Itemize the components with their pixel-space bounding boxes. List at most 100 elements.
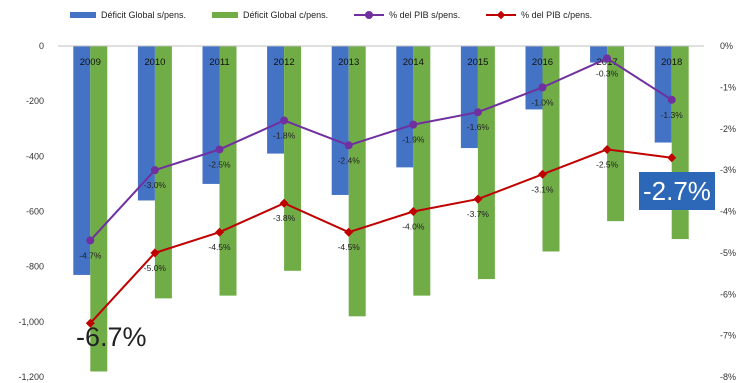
y2-tick-label: -4% — [720, 207, 736, 217]
data-label: -0.3% — [596, 68, 619, 78]
marker-pib-c-pens — [408, 207, 418, 216]
y2-tick-label: -1% — [720, 82, 736, 92]
y2-tick-label: -7% — [720, 331, 736, 341]
bar-deficit-c-pens — [413, 46, 431, 296]
bar-deficit-c-pens — [671, 46, 689, 240]
bar-deficit-s-pens — [525, 46, 543, 110]
data-label: -1.3% — [661, 110, 684, 120]
marker-pib-s-pens — [344, 141, 353, 150]
data-label: -1.0% — [531, 97, 554, 107]
y-tick-label: -200 — [26, 96, 44, 106]
y2-tick-label: -2% — [720, 124, 736, 134]
callout-last-value: -2.7% — [639, 172, 715, 210]
chart-legend: Déficit Global s/pens. Déficit Global c/… — [70, 10, 592, 20]
legend-item-line-s-pens: % del PIB s/pens. — [354, 10, 460, 20]
bar-deficit-s-pens — [137, 46, 155, 201]
y-tick-label: -1,000 — [18, 317, 44, 327]
marker-pib-s-pens — [215, 145, 224, 154]
marker-pib-s-pens — [473, 108, 482, 117]
legend-item-line-c-pens: % del PIB c/pens. — [486, 10, 592, 20]
data-label: -3.1% — [531, 184, 554, 194]
bar-deficit-s-pens — [331, 46, 349, 195]
data-label: -3.0% — [144, 180, 167, 190]
marker-pib-s-pens — [280, 116, 289, 125]
legend-label-bar-c-pens: Déficit Global c/pens. — [243, 10, 329, 20]
y2-tick-label: -6% — [720, 289, 736, 299]
legend-label-line-c-pens: % del PIB c/pens. — [521, 10, 593, 20]
marker-pib-s-pens — [409, 120, 418, 129]
data-label: -4.0% — [402, 222, 425, 232]
bar-deficit-c-pens — [284, 46, 302, 271]
bar-deficit-c-pens — [90, 46, 108, 372]
x-category-label: 2014 — [403, 57, 424, 68]
y-tick-label: -1,200 — [18, 372, 44, 382]
legend-swatch-red-line — [486, 10, 517, 20]
marker-pib-c-pens — [279, 198, 289, 208]
bar-deficit-s-pens — [460, 46, 478, 149]
data-label: -3.7% — [467, 209, 490, 219]
data-label: -5.0% — [144, 263, 167, 273]
data-label: -2.5% — [208, 159, 231, 169]
bar-deficit-c-pens — [542, 46, 560, 252]
x-category-label: 2015 — [467, 57, 488, 68]
y-tick-label: 0 — [39, 41, 44, 51]
x-category-label: 2010 — [144, 57, 165, 68]
data-label: -1.6% — [467, 122, 490, 132]
x-category-label: 2011 — [209, 57, 229, 68]
marker-pib-s-pens — [603, 54, 612, 63]
marker-pib-c-pens — [473, 194, 483, 204]
y-tick-label: -800 — [26, 262, 44, 272]
legend-label-bar-s-pens: Déficit Global s/pens. — [101, 10, 187, 20]
data-label: -4.7% — [79, 250, 102, 260]
data-label: -3.8% — [273, 213, 296, 223]
y2-tick-label: -3% — [720, 165, 736, 175]
data-label: -4.5% — [338, 242, 361, 252]
x-category-label: 2018 — [661, 57, 682, 68]
legend-item-bar-c-pens: Déficit Global c/pens. — [212, 10, 328, 20]
bar-deficit-c-pens — [154, 46, 172, 299]
x-category-label: 2012 — [274, 57, 295, 68]
marker-pib-c-pens — [150, 248, 160, 258]
bar-deficit-s-pens — [590, 46, 608, 63]
data-label: -1.8% — [273, 130, 296, 140]
data-label: -1.9% — [402, 135, 425, 145]
marker-pib-c-pens — [215, 227, 224, 237]
data-label: -2.4% — [338, 155, 361, 165]
data-label: -4.5% — [208, 242, 231, 252]
callout-first-value: -6.7% — [76, 322, 147, 352]
legend-label-line-s-pens: % del PIB s/pens. — [389, 10, 461, 20]
marker-pib-c-pens — [667, 153, 677, 163]
bar-deficit-c-pens — [477, 46, 495, 280]
marker-pib-s-pens — [667, 95, 676, 104]
bar-deficit-s-pens — [396, 46, 414, 168]
bar-deficit-s-pens — [73, 46, 91, 275]
y-tick-label: -600 — [26, 207, 44, 217]
y-tick-label: -400 — [26, 151, 44, 161]
legend-swatch-green — [212, 12, 239, 18]
bar-deficit-s-pens — [202, 46, 220, 184]
legend-swatch-blue — [70, 12, 96, 18]
y2-tick-label: -5% — [720, 248, 736, 258]
x-category-label: 2016 — [532, 57, 553, 68]
y2-tick-label: 0% — [720, 41, 733, 51]
marker-pib-c-pens — [602, 144, 612, 154]
x-category-label: 2009 — [80, 57, 101, 68]
line-pib-s-pens — [89, 57, 673, 242]
x-category-label: 2017 — [597, 57, 618, 68]
legend-item-bar-s-pens: Déficit Global s/pens. — [70, 10, 186, 20]
marker-pib-s-pens — [86, 236, 95, 245]
marker-pib-c-pens — [538, 169, 547, 179]
y2-tick-label: -8% — [720, 372, 736, 382]
marker-pib-c-pens — [344, 227, 354, 237]
legend-swatch-purple-line — [354, 11, 385, 19]
line-pib-c-pens — [89, 148, 672, 324]
bar-deficit-c-pens — [348, 46, 366, 317]
bar-deficit-c-pens — [607, 46, 625, 222]
bar-deficit-c-pens — [219, 46, 237, 296]
marker-pib-c-pens — [85, 318, 95, 328]
marker-pib-s-pens — [538, 83, 547, 92]
data-label: -2.5% — [596, 159, 619, 169]
x-category-label: 2013 — [338, 57, 359, 68]
marker-pib-s-pens — [150, 166, 159, 175]
